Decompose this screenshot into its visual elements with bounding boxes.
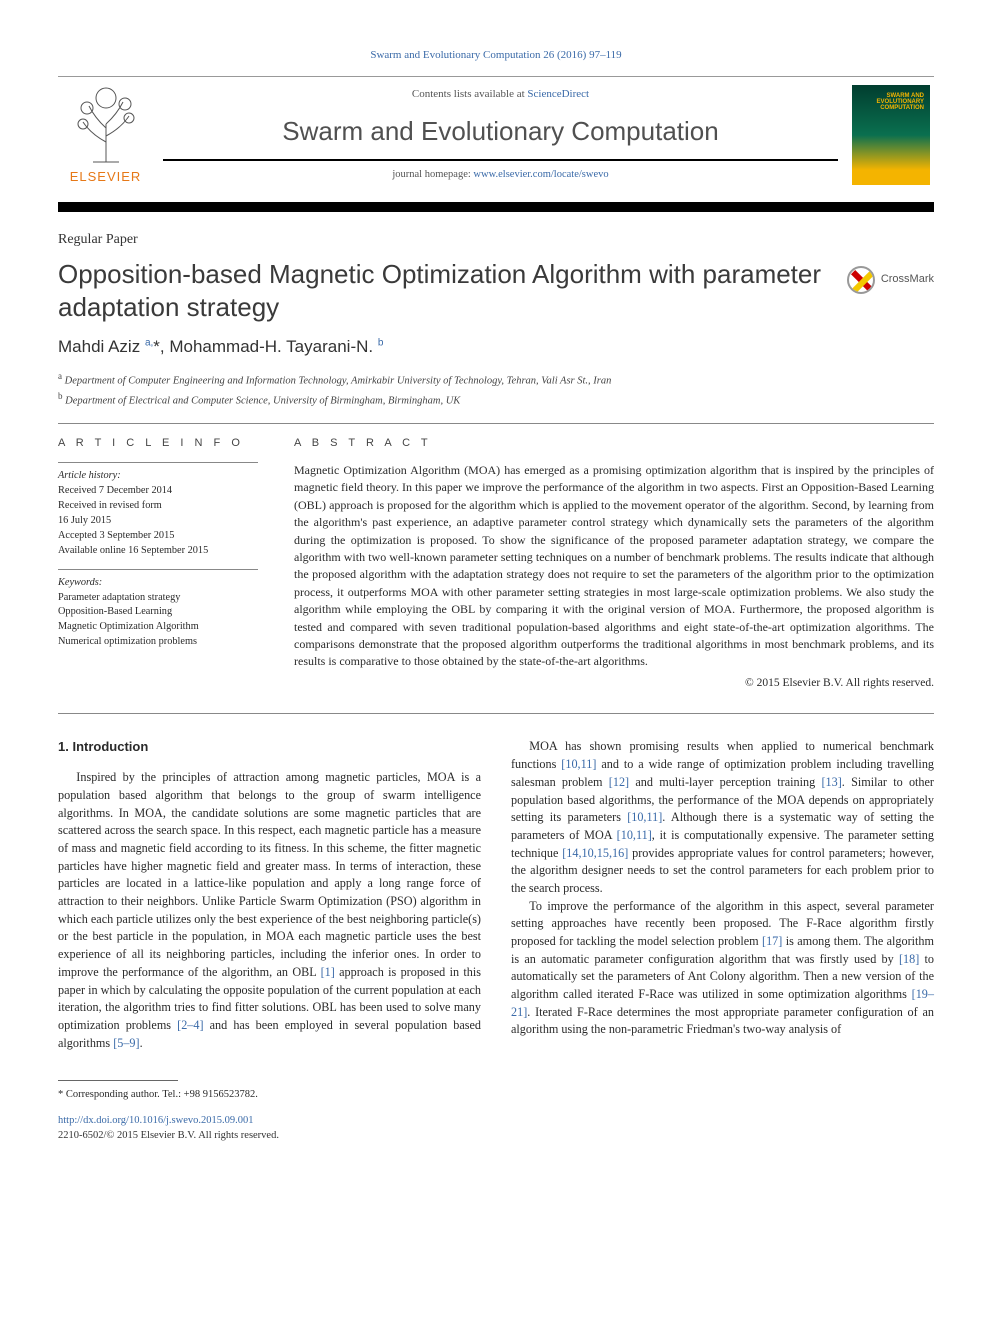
history-line: Received 7 December 2014	[58, 484, 258, 499]
body-paragraph: Inspired by the principles of attraction…	[58, 769, 481, 1052]
cover-thumbnail: SWARM AND EVOLUTIONARY COMPUTATION	[852, 85, 930, 185]
crossmark-label: CrossMark	[881, 272, 934, 288]
abstract-column: A B S T R A C T Magnetic Optimization Al…	[294, 436, 934, 691]
history-line: Received in revised form	[58, 499, 258, 514]
affiliation-line: b Department of Electrical and Computer …	[58, 390, 934, 409]
elsevier-wordmark: ELSEVIER	[70, 168, 142, 187]
elsevier-tree-icon	[71, 84, 141, 164]
footnote-text: Corresponding author. Tel.: +98 91565237…	[66, 1089, 258, 1100]
elsevier-logo: ELSEVIER	[58, 77, 153, 194]
cover-title: SWARM AND EVOLUTIONARY COMPUTATION	[852, 93, 924, 111]
rule-above-body	[58, 713, 934, 714]
history-lead: Article history:	[58, 469, 258, 484]
article-info-column: A R T I C L E I N F O Article history: R…	[58, 436, 258, 691]
keyword-line: Numerical optimization problems	[58, 635, 258, 650]
paper-type: Regular Paper	[58, 230, 934, 250]
keywords-block: Keywords: Parameter adaptation strategyO…	[58, 569, 258, 651]
crossmark-icon	[847, 266, 875, 294]
history-line: Accepted 3 September 2015	[58, 529, 258, 544]
abstract-copyright: © 2015 Elsevier B.V. All rights reserved…	[294, 675, 934, 692]
journal-header: ELSEVIER Contents lists available at Sci…	[58, 76, 934, 194]
journal-ref-link[interactable]: Swarm and Evolutionary Computation 26 (2…	[370, 49, 621, 61]
body-columns: 1. Introduction Inspired by the principl…	[58, 738, 934, 1052]
article-history: Article history: Received 7 December 201…	[58, 462, 258, 559]
keyword-line: Magnetic Optimization Algorithm	[58, 620, 258, 635]
header-rule	[163, 159, 838, 161]
journal-title: Swarm and Evolutionary Computation	[282, 113, 718, 151]
header-center: Contents lists available at ScienceDirec…	[153, 77, 848, 194]
crossmark-badge[interactable]: CrossMark	[847, 258, 934, 294]
homepage-link[interactable]: www.elsevier.com/locate/swevo	[473, 169, 608, 180]
issn-rights-line: 2210-6502/© 2015 Elsevier B.V. All right…	[58, 1128, 934, 1143]
keyword-line: Parameter adaptation strategy	[58, 591, 258, 606]
history-line: 16 July 2015	[58, 514, 258, 529]
keywords-lead: Keywords:	[58, 576, 258, 591]
paper-title: Opposition-based Magnetic Optimization A…	[58, 258, 829, 323]
corresponding-author-footnote: * Corresponding author. Tel.: +98 915652…	[58, 1087, 934, 1102]
contents-prefix: Contents lists available at	[412, 88, 527, 100]
contents-lists-line: Contents lists available at ScienceDirec…	[412, 87, 589, 103]
body-paragraph: To improve the performance of the algori…	[511, 898, 934, 1040]
footnote-marker: *	[58, 1089, 63, 1100]
footnotes: * Corresponding author. Tel.: +98 915652…	[58, 1080, 934, 1143]
body-paragraph: MOA has shown promising results when app…	[511, 738, 934, 897]
affiliations: a Department of Computer Engineering and…	[58, 370, 934, 409]
affiliation-line: a Department of Computer Engineering and…	[58, 370, 934, 389]
doi-link[interactable]: http://dx.doi.org/10.1016/j.swevo.2015.0…	[58, 1115, 254, 1126]
history-line: Available online 16 September 2015	[58, 544, 258, 559]
sciencedirect-link[interactable]: ScienceDirect	[527, 88, 589, 100]
article-info-heading: A R T I C L E I N F O	[58, 436, 258, 452]
footnote-rule	[58, 1080, 178, 1081]
keyword-line: Opposition-Based Learning	[58, 605, 258, 620]
rule-above-info	[58, 423, 934, 424]
abstract-text: Magnetic Optimization Algorithm (MOA) ha…	[294, 462, 934, 671]
homepage-prefix: journal homepage:	[392, 169, 473, 180]
authors: Mahdi Aziz a,*, Mohammad-H. Tayarani-N. …	[58, 335, 934, 360]
journal-cover: SWARM AND EVOLUTIONARY COMPUTATION	[848, 77, 934, 194]
journal-reference: Swarm and Evolutionary Computation 26 (2…	[58, 48, 934, 64]
abstract-heading: A B S T R A C T	[294, 436, 934, 452]
section-heading-intro: 1. Introduction	[58, 738, 481, 757]
header-black-bar	[58, 202, 934, 212]
homepage-line: journal homepage: www.elsevier.com/locat…	[392, 167, 608, 182]
